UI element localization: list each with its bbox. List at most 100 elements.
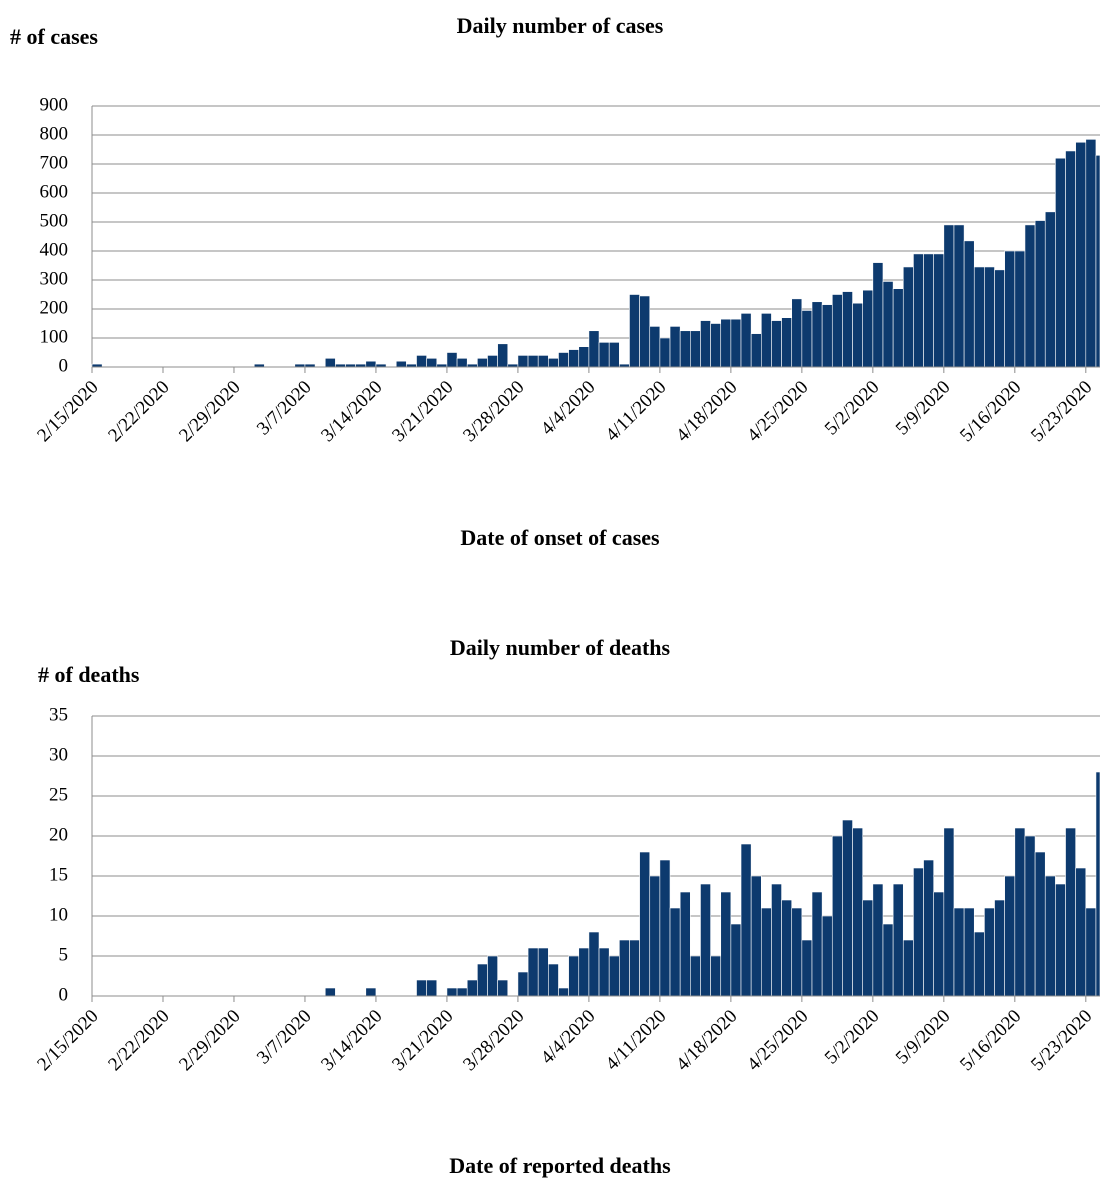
bar: [679, 891, 691, 997]
bar: [720, 891, 732, 997]
bar: [639, 851, 651, 997]
bar: [760, 907, 772, 997]
y-tick-label: 30: [49, 744, 68, 765]
bar: [659, 337, 671, 368]
bar: [598, 947, 610, 997]
x-tick-label: 2/29/2020: [175, 1006, 244, 1075]
x-tick-label: 3/21/2020: [388, 377, 457, 446]
bar: [862, 289, 874, 368]
y-tick-label: 300: [40, 268, 69, 289]
x-tick-label: 3/28/2020: [459, 1006, 528, 1075]
bar: [872, 262, 884, 368]
y-tick-label: 800: [40, 123, 69, 144]
bar: [852, 302, 864, 368]
x-tick-label: 5/23/2020: [1027, 1006, 1096, 1075]
bar: [953, 224, 965, 368]
y-tick-label: 200: [40, 297, 69, 318]
bar: [426, 357, 438, 368]
x-tick-label: 3/14/2020: [317, 377, 386, 446]
bar: [1055, 157, 1066, 368]
bar: [1075, 867, 1087, 997]
bar: [416, 355, 427, 368]
bar: [842, 291, 853, 368]
bar: [466, 979, 478, 997]
bar: [700, 320, 711, 368]
bar: [365, 987, 377, 997]
x-tick-label: 2/22/2020: [104, 1006, 173, 1075]
bar: [811, 891, 823, 997]
bar: [933, 891, 945, 997]
bar: [923, 253, 934, 368]
x-tick-label: 2/22/2020: [104, 377, 173, 446]
bar: [537, 355, 549, 368]
bar: [831, 294, 843, 368]
x-tick-label: 5/16/2020: [956, 377, 1025, 446]
x-axis-title: Date of reported deaths: [449, 1153, 671, 1178]
bar: [852, 827, 864, 997]
bar: [700, 883, 711, 997]
bar: [649, 326, 661, 368]
bar: [548, 357, 559, 368]
bar: [659, 859, 671, 997]
bar: [1044, 211, 1056, 368]
bar: [426, 979, 438, 997]
bar: [791, 298, 803, 368]
bar: [760, 313, 772, 368]
x-tick-label: 4/25/2020: [743, 1006, 812, 1075]
x-tick-label: 4/4/2020: [537, 377, 600, 440]
x-tick-label: 5/23/2020: [1027, 377, 1096, 446]
bar: [730, 318, 742, 368]
x-tick-label: 2/29/2020: [175, 377, 244, 446]
y-axis-title: # of deaths: [38, 662, 140, 687]
bar: [1095, 771, 1100, 997]
bar: [913, 867, 924, 997]
bar: [882, 923, 894, 997]
bar: [679, 330, 691, 368]
bar: [527, 355, 539, 368]
bar: [710, 955, 722, 997]
bar: [477, 963, 488, 997]
bar: [487, 955, 498, 997]
bar: [994, 899, 1005, 997]
bar: [801, 310, 813, 368]
bar: [568, 955, 580, 997]
bar: [1044, 875, 1056, 997]
bar: [892, 288, 904, 368]
bar: [456, 357, 468, 368]
bar: [811, 301, 823, 368]
x-axis-title: Date of onset of cases: [460, 525, 660, 550]
bar: [548, 963, 559, 997]
bar: [984, 266, 995, 368]
y-tick-label: 10: [49, 904, 68, 925]
bar: [892, 883, 904, 997]
bar: [1055, 883, 1066, 997]
bar: [1085, 139, 1097, 368]
y-tick-label: 25: [49, 784, 68, 805]
bar: [984, 907, 995, 997]
bar: [649, 875, 661, 997]
bar: [943, 827, 955, 997]
y-axis-title: # of cases: [10, 24, 98, 49]
x-tick-label: 4/4/2020: [537, 1006, 600, 1069]
bar: [365, 360, 377, 368]
bar: [690, 955, 701, 997]
x-tick-label: 4/18/2020: [672, 377, 741, 446]
bar: [781, 899, 793, 997]
bar: [771, 883, 782, 997]
bar: [1004, 250, 1016, 368]
x-tick-label: 5/9/2020: [892, 1006, 955, 1069]
bar: [1034, 851, 1046, 997]
bar: [446, 352, 458, 368]
x-tick-label: 5/16/2020: [956, 1006, 1025, 1075]
bar: [608, 342, 620, 368]
bar: [578, 346, 590, 368]
bar: [629, 939, 640, 997]
bar: [588, 330, 600, 368]
y-tick-label: 15: [49, 864, 68, 885]
x-tick-label: 2/15/2020: [33, 377, 102, 446]
bar: [527, 947, 539, 997]
bar: [973, 266, 985, 368]
y-tick-label: 400: [40, 239, 69, 260]
bar: [669, 326, 681, 368]
x-tick-label: 5/9/2020: [892, 377, 955, 440]
